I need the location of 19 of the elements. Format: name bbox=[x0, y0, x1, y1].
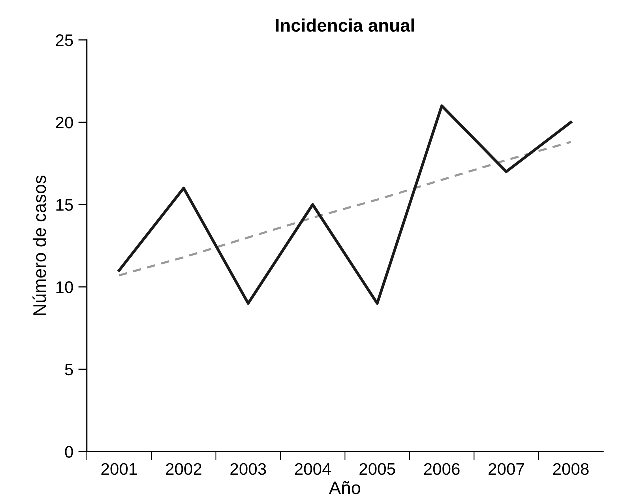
y-tick-label: 15 bbox=[56, 199, 74, 212]
line-series bbox=[118, 141, 572, 277]
x-tick-label: 2003 bbox=[230, 463, 266, 476]
y-axis-title: Número de casos bbox=[32, 176, 46, 316]
x-tick-label: 2002 bbox=[166, 463, 202, 476]
y-tick-label: 10 bbox=[56, 282, 74, 294]
x-tick-label: 2006 bbox=[424, 463, 460, 476]
y-tick-label: 25 bbox=[56, 34, 74, 46]
x-tick-label: 2005 bbox=[360, 463, 396, 476]
x-tick-label: 2001 bbox=[102, 463, 138, 476]
x-tick-label: 2008 bbox=[553, 463, 589, 476]
line-series bbox=[118, 104, 572, 305]
y-tick-label: 20 bbox=[56, 116, 74, 129]
x-tick-label: 2007 bbox=[488, 463, 524, 476]
y-tick-label: 5 bbox=[65, 364, 74, 376]
y-tick-label: 0 bbox=[65, 446, 74, 458]
chart-title: Incidencia anual bbox=[276, 18, 414, 32]
x-tick-label: 2004 bbox=[295, 463, 331, 476]
x-axis-title: Año bbox=[329, 481, 361, 494]
